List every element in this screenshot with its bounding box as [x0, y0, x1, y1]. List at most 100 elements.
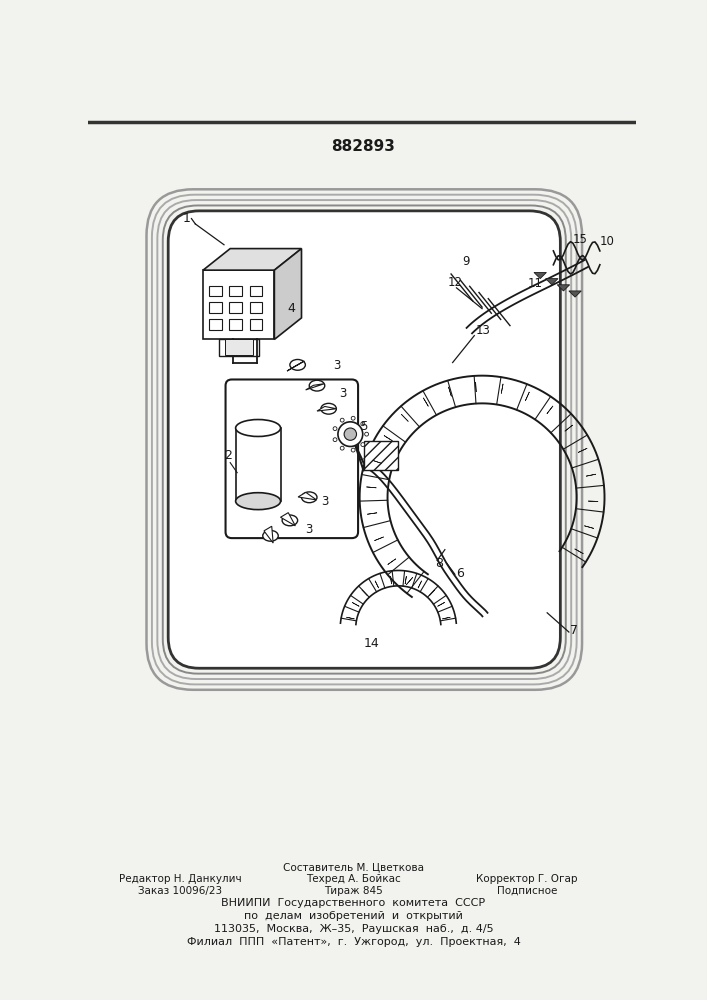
Polygon shape	[546, 279, 558, 285]
Polygon shape	[547, 406, 553, 414]
Text: 882893: 882893	[331, 139, 395, 154]
Bar	[218, 339, 259, 356]
Polygon shape	[443, 617, 450, 619]
Text: 9: 9	[462, 255, 470, 268]
Polygon shape	[525, 392, 530, 401]
Polygon shape	[575, 549, 583, 554]
Bar	[230, 319, 242, 330]
Text: 4: 4	[288, 302, 296, 316]
Ellipse shape	[351, 448, 355, 452]
Polygon shape	[534, 272, 547, 279]
Bar	[230, 286, 242, 296]
Polygon shape	[429, 590, 435, 596]
Polygon shape	[362, 590, 368, 596]
Ellipse shape	[235, 420, 281, 436]
Text: 1: 1	[183, 212, 191, 225]
Polygon shape	[305, 384, 325, 390]
Ellipse shape	[340, 418, 344, 422]
Polygon shape	[557, 285, 570, 291]
Polygon shape	[565, 425, 573, 431]
Polygon shape	[586, 474, 596, 476]
Polygon shape	[298, 492, 317, 500]
Ellipse shape	[333, 438, 337, 442]
Polygon shape	[448, 387, 451, 396]
Polygon shape	[569, 291, 581, 297]
Text: 3: 3	[321, 495, 328, 508]
Ellipse shape	[333, 427, 337, 431]
Text: ВНИИПИ  Государственного  комитета  СССР: ВНИИПИ Государственного комитета СССР	[221, 898, 486, 908]
Polygon shape	[281, 513, 296, 526]
Polygon shape	[203, 249, 301, 270]
Polygon shape	[375, 537, 384, 541]
Polygon shape	[407, 577, 413, 585]
Text: 12: 12	[448, 276, 462, 289]
Polygon shape	[578, 448, 587, 452]
Polygon shape	[375, 581, 379, 588]
FancyBboxPatch shape	[168, 211, 561, 668]
Ellipse shape	[340, 446, 344, 450]
Bar	[209, 286, 222, 296]
Ellipse shape	[361, 422, 365, 426]
Bar	[250, 286, 262, 296]
Polygon shape	[372, 460, 382, 463]
Polygon shape	[264, 526, 273, 543]
Text: 3: 3	[305, 523, 312, 536]
Polygon shape	[317, 406, 337, 411]
Ellipse shape	[338, 422, 363, 446]
Bar	[250, 302, 262, 313]
Polygon shape	[384, 436, 392, 441]
Polygon shape	[418, 581, 421, 588]
Ellipse shape	[309, 380, 325, 391]
Text: по  делам  изобретений  и  открытий: по делам изобретений и открытий	[244, 911, 463, 921]
Polygon shape	[405, 576, 407, 584]
Text: Редактор Н. Данкулич: Редактор Н. Данкулич	[119, 874, 242, 884]
Text: 6: 6	[456, 567, 464, 580]
Polygon shape	[387, 559, 396, 565]
Ellipse shape	[351, 416, 355, 420]
Text: 113035,  Москва,  Ж–35,  Раушская  наб.,  д. 4/5: 113035, Москва, Ж–35, Раушская наб., д. …	[214, 924, 493, 934]
Text: 3: 3	[333, 359, 341, 372]
Bar	[209, 302, 222, 313]
Text: 5: 5	[360, 420, 367, 433]
Polygon shape	[352, 602, 359, 606]
Text: Тираж 845: Тираж 845	[324, 886, 383, 896]
Polygon shape	[501, 384, 503, 394]
FancyBboxPatch shape	[226, 379, 358, 538]
Ellipse shape	[361, 443, 365, 446]
Text: Составитель М. Цветкова: Составитель М. Цветкова	[283, 862, 424, 872]
Text: 8: 8	[436, 557, 443, 570]
Text: 2: 2	[224, 449, 232, 462]
Bar	[225, 339, 252, 355]
Bar	[250, 319, 262, 330]
Text: 14: 14	[363, 637, 379, 650]
Ellipse shape	[365, 432, 368, 436]
Text: 13: 13	[476, 324, 491, 337]
Polygon shape	[367, 513, 377, 514]
Polygon shape	[346, 617, 354, 619]
Text: 7: 7	[570, 624, 578, 637]
Polygon shape	[203, 270, 274, 339]
Bar	[235, 428, 281, 501]
Text: 15: 15	[573, 233, 588, 246]
Polygon shape	[274, 249, 301, 339]
Polygon shape	[438, 602, 445, 606]
Polygon shape	[402, 414, 409, 421]
Text: Подписное: Подписное	[496, 886, 557, 896]
Ellipse shape	[344, 428, 356, 440]
Ellipse shape	[301, 492, 317, 503]
Polygon shape	[423, 398, 428, 406]
Text: 10: 10	[600, 235, 615, 248]
Ellipse shape	[282, 515, 298, 526]
Text: Заказ 10096/23: Заказ 10096/23	[139, 886, 222, 896]
Text: Техред А. Бойкас: Техред А. Бойкас	[306, 874, 401, 884]
Polygon shape	[390, 576, 392, 584]
Text: Филиал  ППП  «Патент»,  г.  Ужгород,  ул.  Проектная,  4: Филиал ППП «Патент», г. Ужгород, ул. Про…	[187, 937, 520, 947]
Ellipse shape	[235, 493, 281, 510]
Text: 3: 3	[339, 387, 347, 400]
Bar	[230, 302, 242, 313]
Bar	[363, 441, 398, 470]
Ellipse shape	[263, 530, 279, 541]
Ellipse shape	[321, 403, 337, 414]
Text: Корректор Г. Огар: Корректор Г. Огар	[476, 874, 578, 884]
Ellipse shape	[290, 359, 305, 370]
